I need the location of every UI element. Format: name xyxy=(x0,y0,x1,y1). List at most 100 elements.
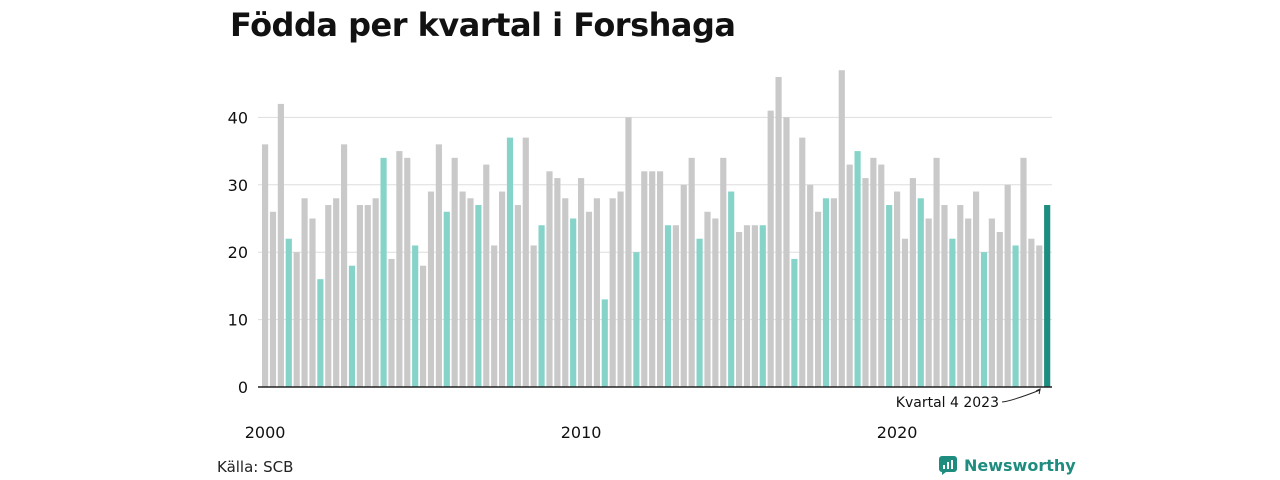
y-tick-label: 40 xyxy=(228,108,248,127)
bar xyxy=(293,252,300,387)
bar xyxy=(712,218,719,387)
bar xyxy=(830,198,837,387)
bar xyxy=(791,258,798,387)
bar xyxy=(854,151,861,387)
newsworthy-logo-icon xyxy=(939,456,957,475)
bar xyxy=(601,299,608,387)
bar xyxy=(578,178,585,387)
bar xyxy=(435,144,442,387)
bar xyxy=(696,238,703,387)
bar xyxy=(309,218,316,387)
bar xyxy=(925,218,932,387)
y-tick-label: 30 xyxy=(228,176,248,195)
bar xyxy=(846,164,853,387)
brand-name: Newsworthy xyxy=(964,455,1076,475)
bar xyxy=(546,171,553,387)
bar xyxy=(751,225,758,387)
bar xyxy=(1012,245,1019,387)
bar xyxy=(878,164,885,387)
bar xyxy=(467,198,474,387)
bar xyxy=(522,137,529,387)
bar xyxy=(917,198,924,387)
bar xyxy=(641,171,648,387)
x-tick-label: 2000 xyxy=(245,423,286,442)
y-tick-labels: 0 10 20 30 40 xyxy=(228,108,248,397)
chart-title: Födda per kvartal i Forshaga xyxy=(230,6,736,44)
bar xyxy=(1044,205,1051,387)
bar xyxy=(1020,157,1027,387)
bar xyxy=(317,279,324,387)
bar xyxy=(996,231,1003,387)
bar xyxy=(988,218,995,387)
bar xyxy=(262,144,269,387)
bar xyxy=(499,191,506,387)
bar xyxy=(957,205,964,387)
x-tick-labels: 2000 2010 2020 xyxy=(245,423,918,442)
bar xyxy=(506,137,514,387)
bar xyxy=(483,164,490,387)
bar xyxy=(491,245,498,387)
bar xyxy=(743,225,751,387)
bar xyxy=(807,184,814,387)
bar xyxy=(649,171,656,387)
bar xyxy=(862,178,869,387)
x-tick-label: 2010 xyxy=(561,423,602,442)
annotation-label: Kvartal 4 2023 xyxy=(896,395,999,411)
bar xyxy=(980,252,988,387)
y-tick-label: 0 xyxy=(238,378,248,397)
bar xyxy=(625,117,632,388)
bar xyxy=(530,245,537,387)
bar xyxy=(736,231,743,387)
annotation: Kvartal 4 2023 xyxy=(896,388,1041,411)
bar xyxy=(941,205,948,387)
bar xyxy=(427,191,435,387)
annotation-arrow xyxy=(1001,389,1041,403)
bar xyxy=(388,258,395,387)
bar xyxy=(570,218,577,387)
bar xyxy=(609,198,616,387)
bar xyxy=(325,205,332,387)
bar xyxy=(617,191,624,387)
bar xyxy=(901,238,909,387)
bar xyxy=(372,198,379,387)
bar xyxy=(949,238,956,387)
bar xyxy=(420,265,427,387)
bars xyxy=(262,70,1051,388)
bar xyxy=(1036,245,1043,387)
bar xyxy=(593,198,600,387)
bar xyxy=(886,205,893,387)
bar xyxy=(277,103,284,388)
bar xyxy=(775,76,782,388)
bar xyxy=(396,151,403,387)
bar xyxy=(973,191,980,387)
bar xyxy=(838,70,845,387)
bar xyxy=(664,225,672,387)
annotation-arrowhead xyxy=(1035,388,1041,395)
bar xyxy=(783,117,790,388)
bar xyxy=(799,137,806,387)
bar xyxy=(870,157,877,387)
bar xyxy=(585,211,593,387)
bar xyxy=(451,157,458,387)
bar xyxy=(1028,238,1035,387)
bar xyxy=(815,211,822,387)
bar xyxy=(633,252,640,387)
bar xyxy=(688,157,695,387)
bar xyxy=(554,178,561,387)
bar xyxy=(680,184,687,387)
bar xyxy=(443,211,450,387)
bar xyxy=(285,238,292,387)
bar xyxy=(822,198,830,387)
bar xyxy=(269,211,277,387)
brand-logo: Newsworthy xyxy=(938,455,1076,475)
bar xyxy=(965,218,972,387)
bar xyxy=(728,191,735,387)
bar xyxy=(301,198,308,387)
bar xyxy=(909,178,916,387)
bar xyxy=(720,157,727,387)
source-label: Källa: SCB xyxy=(217,458,294,476)
bar xyxy=(894,191,901,387)
bar xyxy=(562,198,569,387)
bar xyxy=(356,205,363,387)
